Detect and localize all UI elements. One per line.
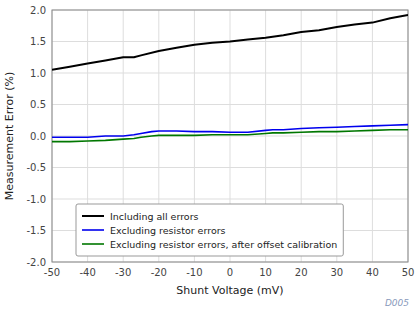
x-tick-label: 20 <box>295 267 308 278</box>
plot-area <box>52 10 408 262</box>
y-tick-label: -2.0 <box>26 257 46 268</box>
series-line <box>52 15 408 70</box>
y-grid-line <box>52 104 408 105</box>
x-axis-label: Shunt Voltage (mV) <box>176 284 283 297</box>
legend-swatch <box>82 243 104 245</box>
legend: Including all errors Excluding resistor e… <box>76 204 343 256</box>
x-tick-label: 10 <box>259 267 272 278</box>
plot-frame <box>52 10 408 262</box>
x-tick-label: -30 <box>115 267 131 278</box>
x-tick-label: -10 <box>186 267 202 278</box>
y-grid-line <box>52 167 408 168</box>
grid <box>52 10 408 262</box>
lines <box>52 15 408 142</box>
x-tick-label: -50 <box>44 267 60 278</box>
y-grid-line <box>52 199 408 200</box>
legend-swatch <box>82 229 104 231</box>
legend-swatch <box>82 215 104 217</box>
annotation: D005 <box>385 298 409 308</box>
y-axis-label: Measurement Error (%) <box>3 72 16 200</box>
series-line <box>52 130 408 142</box>
x-tick-label: 0 <box>227 267 233 278</box>
x-tick-label: 40 <box>366 267 379 278</box>
legend-box <box>76 204 343 256</box>
x-tick-label: 30 <box>330 267 343 278</box>
y-tick-label: 0.5 <box>30 99 46 110</box>
y-tick-label: 0.0 <box>30 131 46 142</box>
legend-entry: Excluding resistor errors, after offset … <box>110 239 337 250</box>
y-tick-label: -1.0 <box>26 194 46 205</box>
y-tick-label: -0.5 <box>26 162 46 173</box>
y-tick-label: 2.0 <box>30 5 46 16</box>
legend-entry: Excluding resistor errors <box>110 225 226 236</box>
legend-entry: Including all errors <box>110 211 199 222</box>
tick-labels: -50 -40 -30 -20 -10 0 10 20 30 40 50 -2.0 -1.5 -1.0 -0… <box>26 5 414 279</box>
chart: -50 -40 -30 -20 -10 0 10 20 30 40 50 -2.0 -1.5 -1.0 -0… <box>0 0 417 312</box>
x-tick-label: -40 <box>79 267 95 278</box>
x-tick-label: 50 <box>402 267 415 278</box>
y-tick-label: 1.0 <box>30 68 46 79</box>
y-tick-label: 1.5 <box>30 36 46 47</box>
x-tick-label: -20 <box>151 267 167 278</box>
y-tick-label: -1.5 <box>26 225 46 236</box>
y-grid-line <box>52 73 408 74</box>
